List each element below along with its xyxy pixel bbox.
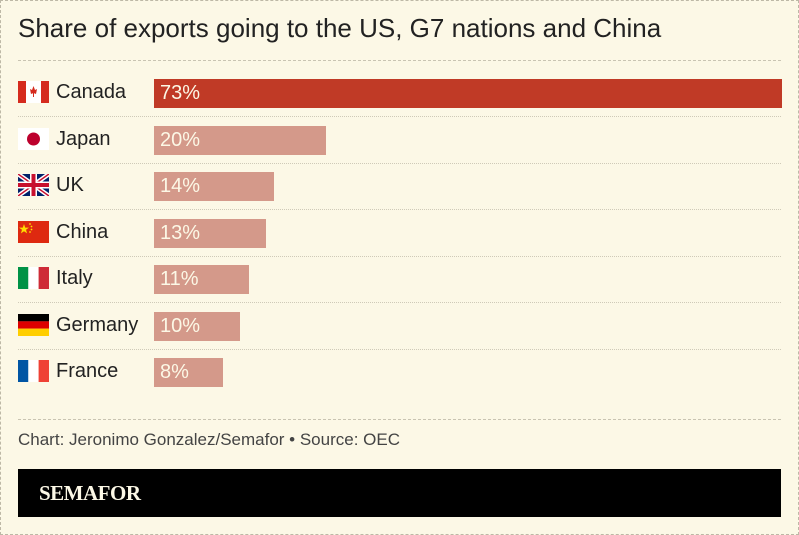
- bar-row-germany: Germany 10%: [18, 304, 781, 350]
- data-label: 13%: [160, 221, 201, 244]
- category-label: UK: [56, 174, 84, 196]
- brand-bar: SEMAFOR: [18, 469, 781, 517]
- bar-chart: Canada 73% Japan 20% UK 14% China 13% Italy 11% Ge…: [1, 71, 798, 401]
- flag-uk-icon: [16, 172, 51, 198]
- data-label: 10%: [160, 314, 201, 337]
- bar: 11%: [154, 265, 249, 294]
- row-separator: [18, 348, 781, 350]
- bar-row-china: China 13%: [18, 211, 781, 257]
- bar: 14%: [154, 172, 275, 201]
- flag-china-icon: [18, 220, 49, 243]
- flag-germany-icon: [18, 313, 49, 336]
- bar: 13%: [154, 218, 266, 248]
- bar-row-italy: Italy 11%: [18, 257, 781, 303]
- category-label: Japan: [56, 127, 111, 150]
- row-separator: [18, 116, 781, 117]
- bar: 20%: [154, 125, 327, 155]
- chart-title: Share of exports going to the US, G7 nat…: [18, 13, 662, 43]
- bar-row-france: France 8%: [18, 350, 781, 396]
- flag-japan-icon: [18, 127, 49, 150]
- data-label: 14%: [160, 175, 201, 197]
- category-label: Canada: [56, 81, 127, 103]
- category-label: China: [56, 220, 109, 243]
- data-label: 20%: [160, 128, 201, 151]
- row-separator: [18, 302, 781, 303]
- bar: 73%: [154, 79, 782, 108]
- category-label: Italy: [56, 267, 93, 289]
- flag-france-icon: [18, 360, 49, 382]
- bar: 10%: [154, 311, 241, 341]
- bar-row-japan: Japan 20%: [18, 118, 781, 164]
- bar: 8%: [154, 358, 223, 387]
- semafor-logo: SEMAFOR: [39, 481, 141, 505]
- chart-credit: Chart: Jeronimo Gonzalez/Semafor • Sourc…: [18, 430, 400, 449]
- row-separator: [18, 162, 781, 164]
- bar-row-uk: UK 14%: [16, 164, 781, 210]
- row-separator: [18, 255, 781, 257]
- flag-italy-icon: [18, 267, 49, 289]
- data-label: 8%: [160, 361, 189, 383]
- divider: [18, 419, 781, 420]
- bar-row-canada: Canada 73%: [18, 71, 782, 117]
- row-separator: [18, 209, 781, 210]
- category-label: France: [56, 360, 119, 382]
- category-label: Germany: [56, 313, 139, 336]
- data-label: 11%: [160, 268, 199, 290]
- flag-canada-icon: [18, 81, 49, 103]
- divider: [18, 60, 781, 61]
- data-label: 73%: [160, 82, 201, 104]
